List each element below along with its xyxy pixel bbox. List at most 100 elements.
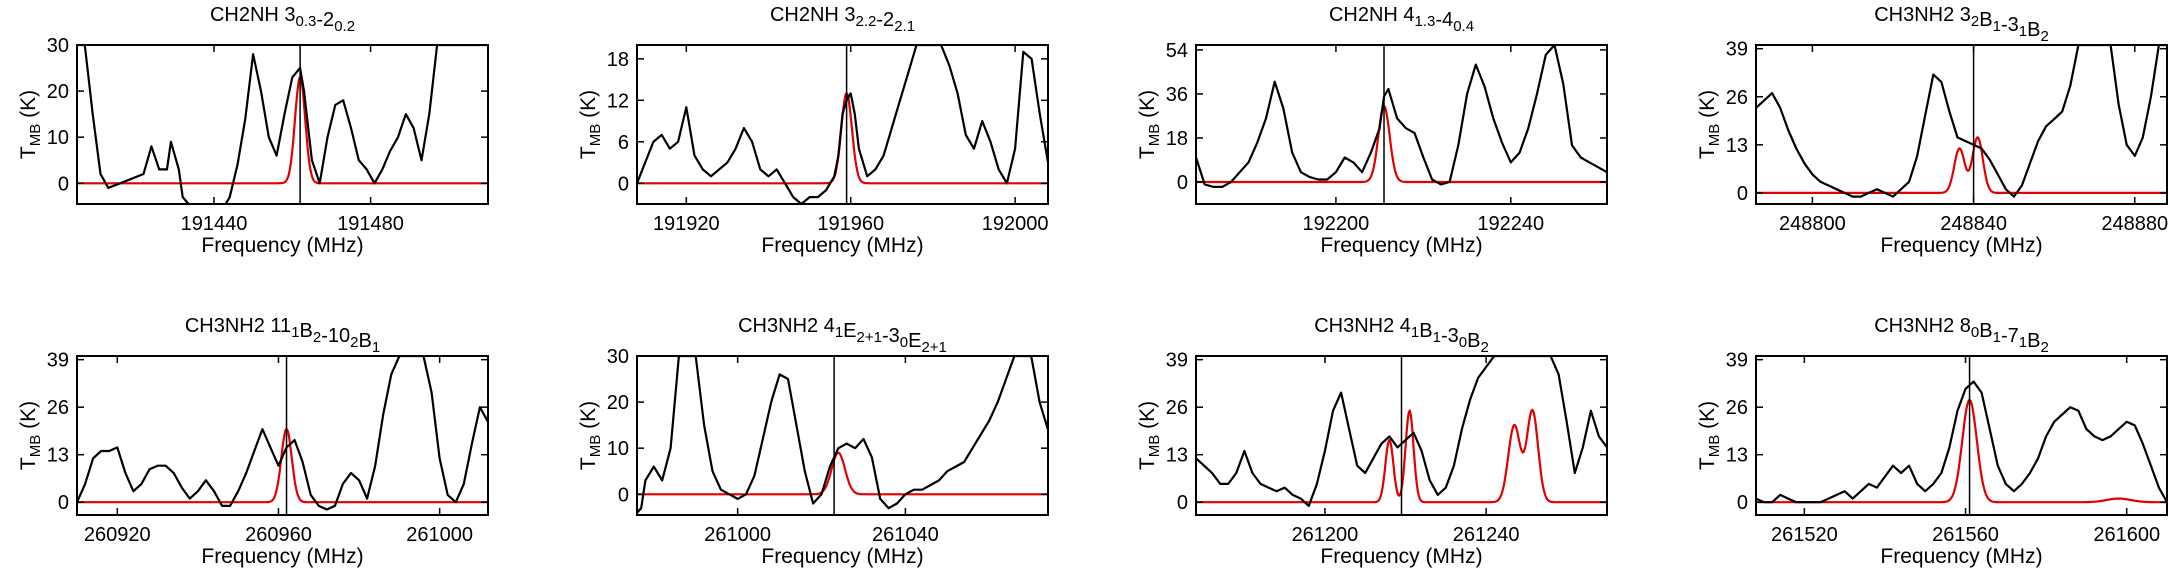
x-tick-label: 191920 bbox=[653, 213, 720, 235]
plot-frame bbox=[1195, 355, 1608, 516]
panel-title: CH2NH 32.2-22.1 bbox=[770, 4, 915, 35]
plot-frame bbox=[636, 355, 1049, 516]
y-tick-label: 10 bbox=[607, 438, 629, 460]
y-tick-label: 26 bbox=[47, 397, 69, 419]
y-tick-label: 18 bbox=[607, 49, 629, 71]
y-axis-label: TMB (K) bbox=[577, 401, 604, 470]
title-part: -2 bbox=[876, 9, 894, 31]
title-part: B bbox=[2027, 330, 2040, 352]
title-species: CH3NH2 bbox=[1314, 315, 1400, 337]
title-subscript: 1 bbox=[372, 339, 380, 356]
y-tick-label: 18 bbox=[1166, 128, 1188, 150]
title-subscript: 0.4 bbox=[1453, 18, 1474, 35]
title-part: B bbox=[1467, 330, 1480, 352]
title-subscript: 2.2 bbox=[856, 13, 877, 30]
title-part: 8 bbox=[1960, 315, 1971, 337]
observed-line bbox=[637, 356, 1048, 514]
title-part: -2 bbox=[316, 9, 334, 31]
plot-frame bbox=[76, 44, 489, 205]
x-axis-label: Frequency (MHz) bbox=[201, 234, 363, 257]
title-species: CH3NH2 bbox=[738, 315, 824, 337]
x-tick-label: 261600 bbox=[2093, 524, 2160, 546]
observed-line bbox=[1756, 45, 2167, 198]
panel-title: CH3NH2 80B1-71B2 bbox=[1874, 315, 2049, 356]
x-tick-label: 248800 bbox=[1779, 213, 1846, 235]
observed-line bbox=[1756, 380, 2167, 504]
title-part: 3 bbox=[844, 4, 855, 26]
title-subscript: 1 bbox=[1411, 324, 1419, 341]
title-subscript: 1 bbox=[1433, 329, 1441, 346]
title-subscript: 0.3 bbox=[296, 13, 317, 30]
panel-title: CH2NH 30.3-20.2 bbox=[210, 4, 355, 35]
title-part: E bbox=[843, 320, 856, 342]
title-species: CH2NH bbox=[210, 4, 284, 26]
y-axis-label: TMB (K) bbox=[17, 401, 44, 470]
title-subscript: 0.2 bbox=[334, 18, 355, 35]
y-tick-label: 0 bbox=[1737, 183, 1748, 205]
title-species: CH3NH2 bbox=[1874, 4, 1960, 26]
x-tick-label: 192200 bbox=[1303, 213, 1370, 235]
title-part: 3 bbox=[1960, 4, 1971, 26]
y-tick-label: 6 bbox=[618, 132, 629, 154]
x-axis-label: Frequency (MHz) bbox=[1880, 545, 2042, 568]
y-axis-label: TMB (K) bbox=[1696, 90, 1723, 159]
title-part: B bbox=[1979, 320, 1992, 342]
panel-1: CH2NH 30.3-20.2 0 10 20 30 191440 191480Freque… bbox=[17, 4, 489, 257]
x-axis-label: Frequency (MHz) bbox=[761, 545, 923, 568]
x-axis-label: Frequency (MHz) bbox=[1880, 234, 2042, 257]
y-tick-label: 0 bbox=[58, 173, 69, 195]
y-tick-label: 0 bbox=[1177, 492, 1188, 514]
title-subscript: 1 bbox=[2019, 23, 2027, 40]
x-tick-label: 191960 bbox=[817, 213, 884, 235]
title-subscript: 1 bbox=[835, 324, 843, 341]
title-subscript: 1 bbox=[1993, 329, 2001, 346]
title-subscript: 1 bbox=[1993, 18, 2001, 35]
title-part: B bbox=[2027, 19, 2040, 41]
x-tick-label: 260960 bbox=[245, 524, 312, 546]
y-tick-label: 39 bbox=[1726, 39, 1748, 61]
plot-frame bbox=[1195, 44, 1608, 205]
y-tick-label: 39 bbox=[47, 350, 69, 372]
y-tick-label: 0 bbox=[1737, 492, 1748, 514]
x-tick-label: 191440 bbox=[181, 213, 248, 235]
model-line bbox=[637, 451, 1048, 496]
y-tick-label: 0 bbox=[1177, 172, 1188, 194]
title-part: -4 bbox=[1435, 9, 1453, 31]
y-tick-label: 20 bbox=[47, 81, 69, 103]
y-tick-label: 30 bbox=[607, 346, 629, 368]
title-subscript: 0 bbox=[900, 334, 908, 351]
observed-line bbox=[637, 45, 1048, 204]
panel-title: CH3NH2 41E2+1-30E2+1 bbox=[738, 315, 947, 356]
title-part: -3 bbox=[882, 325, 900, 347]
title-part: -7 bbox=[2001, 325, 2019, 347]
model-line bbox=[77, 75, 488, 185]
y-axis-label: TMB (K) bbox=[577, 90, 604, 159]
title-subscript: 2 bbox=[350, 334, 358, 351]
title-subscript: 2 bbox=[1971, 13, 1979, 30]
panel-title: CH2NH 41.3-40.4 bbox=[1329, 4, 1474, 35]
y-tick-label: 39 bbox=[1726, 350, 1748, 372]
y-axis-label: TMB (K) bbox=[17, 90, 44, 159]
title-subscript: 0 bbox=[1459, 334, 1467, 351]
panel-title: CH3NH2 41B1-30B2 bbox=[1314, 315, 1489, 356]
title-subscript: 1.3 bbox=[1415, 13, 1436, 30]
x-axis-label: Frequency (MHz) bbox=[761, 234, 923, 257]
model-line bbox=[1756, 136, 2167, 194]
title-part: -3 bbox=[2001, 14, 2019, 36]
y-tick-label: 12 bbox=[607, 90, 629, 112]
model-line bbox=[1756, 398, 2167, 504]
plot-frame bbox=[1755, 355, 2168, 516]
x-tick-label: 248840 bbox=[1940, 213, 2007, 235]
y-tick-label: 26 bbox=[1166, 397, 1188, 419]
title-part: 4 bbox=[824, 315, 835, 337]
model-line bbox=[1196, 105, 1607, 184]
title-subscript: 2 bbox=[2040, 339, 2048, 356]
y-tick-label: 0 bbox=[618, 173, 629, 195]
title-part: B bbox=[358, 330, 371, 352]
x-axis-label: Frequency (MHz) bbox=[201, 545, 363, 568]
title-part: -3 bbox=[1441, 325, 1459, 347]
title-part: -10 bbox=[321, 325, 350, 347]
